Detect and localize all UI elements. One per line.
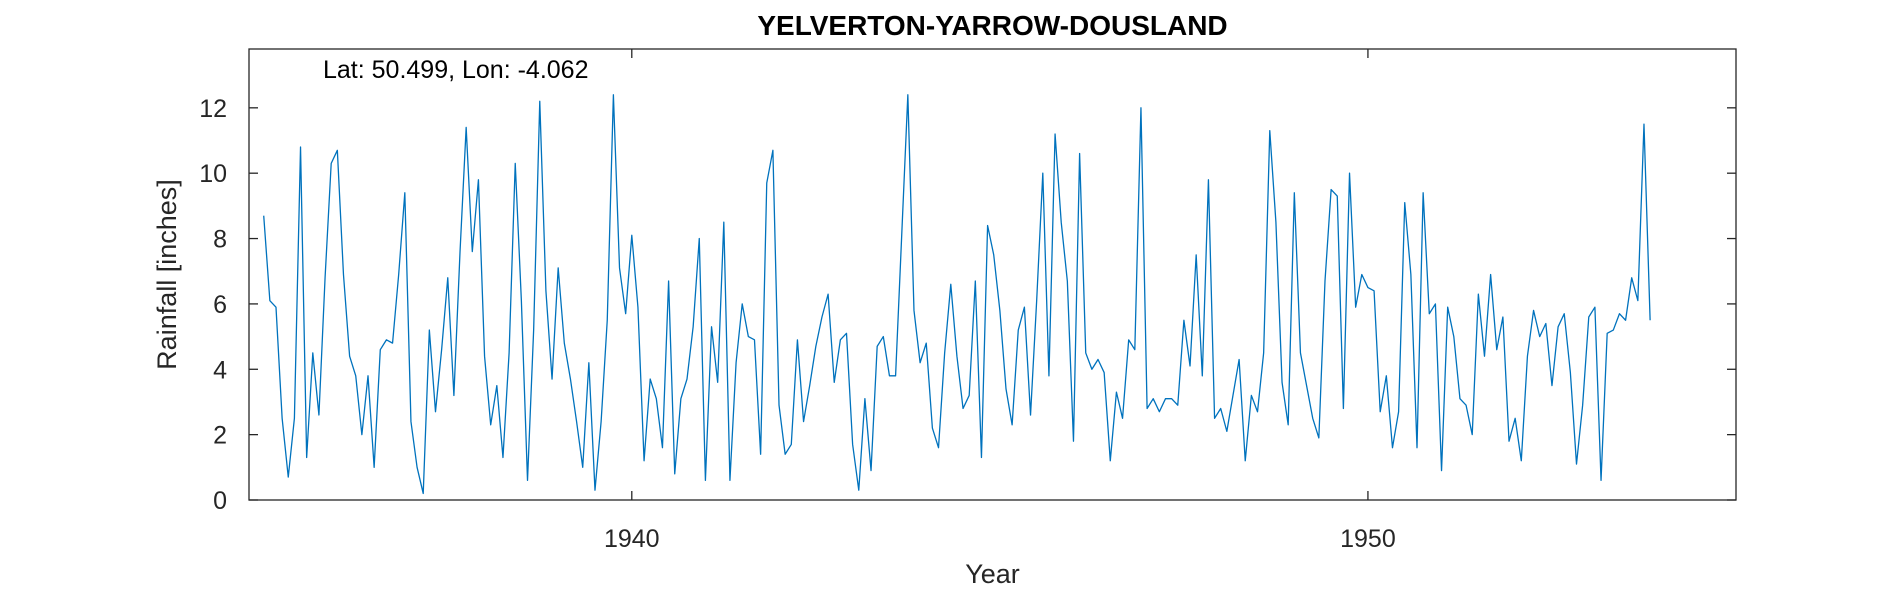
y-tick-label: 12 (199, 95, 227, 123)
y-tick-label: 2 (213, 422, 227, 450)
series-layer (263, 94, 1651, 495)
ticks-layer: 1940 1950 0 2 4 6 8 10 12 (199, 49, 1736, 553)
chart-title: YELVERTON-YARROW-DOUSLAND (757, 10, 1227, 41)
y-tick-label: 10 (199, 160, 227, 188)
y-tick-label: 4 (213, 356, 227, 384)
axes-box (248, 48, 1737, 501)
series-line-0 (263, 94, 1651, 495)
y-tick-label: 8 (213, 226, 227, 254)
y-axis-label: Rainfall [inches] (152, 179, 182, 370)
x-tick-label: 1950 (1340, 525, 1396, 553)
location-annotation: Lat: 50.499, Lon: -4.062 (323, 56, 589, 84)
y-tick-label: 6 (213, 291, 227, 319)
plot-area (249, 49, 1736, 500)
x-axis-label: Year (965, 559, 1020, 589)
y-tick-label: 0 (213, 487, 227, 515)
x-tick-label: 1940 (604, 525, 660, 553)
